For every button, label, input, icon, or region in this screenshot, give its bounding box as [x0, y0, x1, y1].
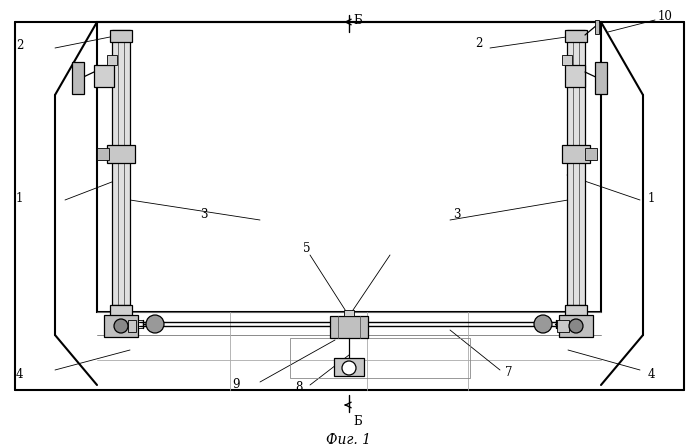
Bar — [107, 145, 135, 163]
Bar — [112, 30, 130, 305]
Bar — [330, 316, 368, 338]
Bar — [557, 320, 569, 332]
Bar — [110, 305, 132, 333]
Bar — [290, 338, 470, 378]
Bar — [565, 65, 585, 87]
Circle shape — [114, 319, 128, 333]
Bar — [565, 30, 587, 42]
Circle shape — [569, 319, 583, 333]
Text: 9: 9 — [232, 379, 240, 392]
Text: 2: 2 — [16, 39, 23, 52]
Text: 3: 3 — [200, 208, 208, 221]
Bar — [107, 55, 117, 65]
Bar — [72, 62, 84, 94]
Bar — [595, 62, 607, 94]
Text: Б: Б — [353, 415, 362, 428]
Bar — [128, 320, 136, 332]
Text: Фиг. 1: Фиг. 1 — [326, 433, 371, 447]
Bar — [562, 145, 590, 163]
Bar — [94, 65, 114, 87]
Text: 2: 2 — [475, 36, 482, 49]
Bar — [344, 310, 354, 316]
Text: 3: 3 — [453, 208, 461, 221]
Text: 4: 4 — [648, 369, 656, 382]
Bar — [567, 30, 585, 305]
Circle shape — [534, 315, 552, 333]
Circle shape — [342, 361, 356, 375]
Bar — [104, 315, 138, 337]
Bar — [595, 20, 599, 34]
Text: Б: Б — [353, 14, 362, 27]
Bar — [110, 30, 132, 42]
Text: 1: 1 — [648, 191, 656, 204]
Text: 10: 10 — [658, 9, 673, 22]
Bar — [97, 148, 109, 160]
Bar — [334, 358, 364, 376]
Bar — [97, 22, 601, 312]
Text: 7: 7 — [505, 366, 512, 379]
Text: 8: 8 — [295, 382, 303, 395]
Circle shape — [146, 315, 164, 333]
Bar — [565, 305, 587, 333]
Text: 1: 1 — [16, 191, 23, 204]
Text: 5: 5 — [303, 241, 310, 254]
Bar — [562, 55, 572, 65]
Text: 4: 4 — [16, 369, 24, 382]
Bar — [559, 315, 593, 337]
Bar — [585, 148, 597, 160]
